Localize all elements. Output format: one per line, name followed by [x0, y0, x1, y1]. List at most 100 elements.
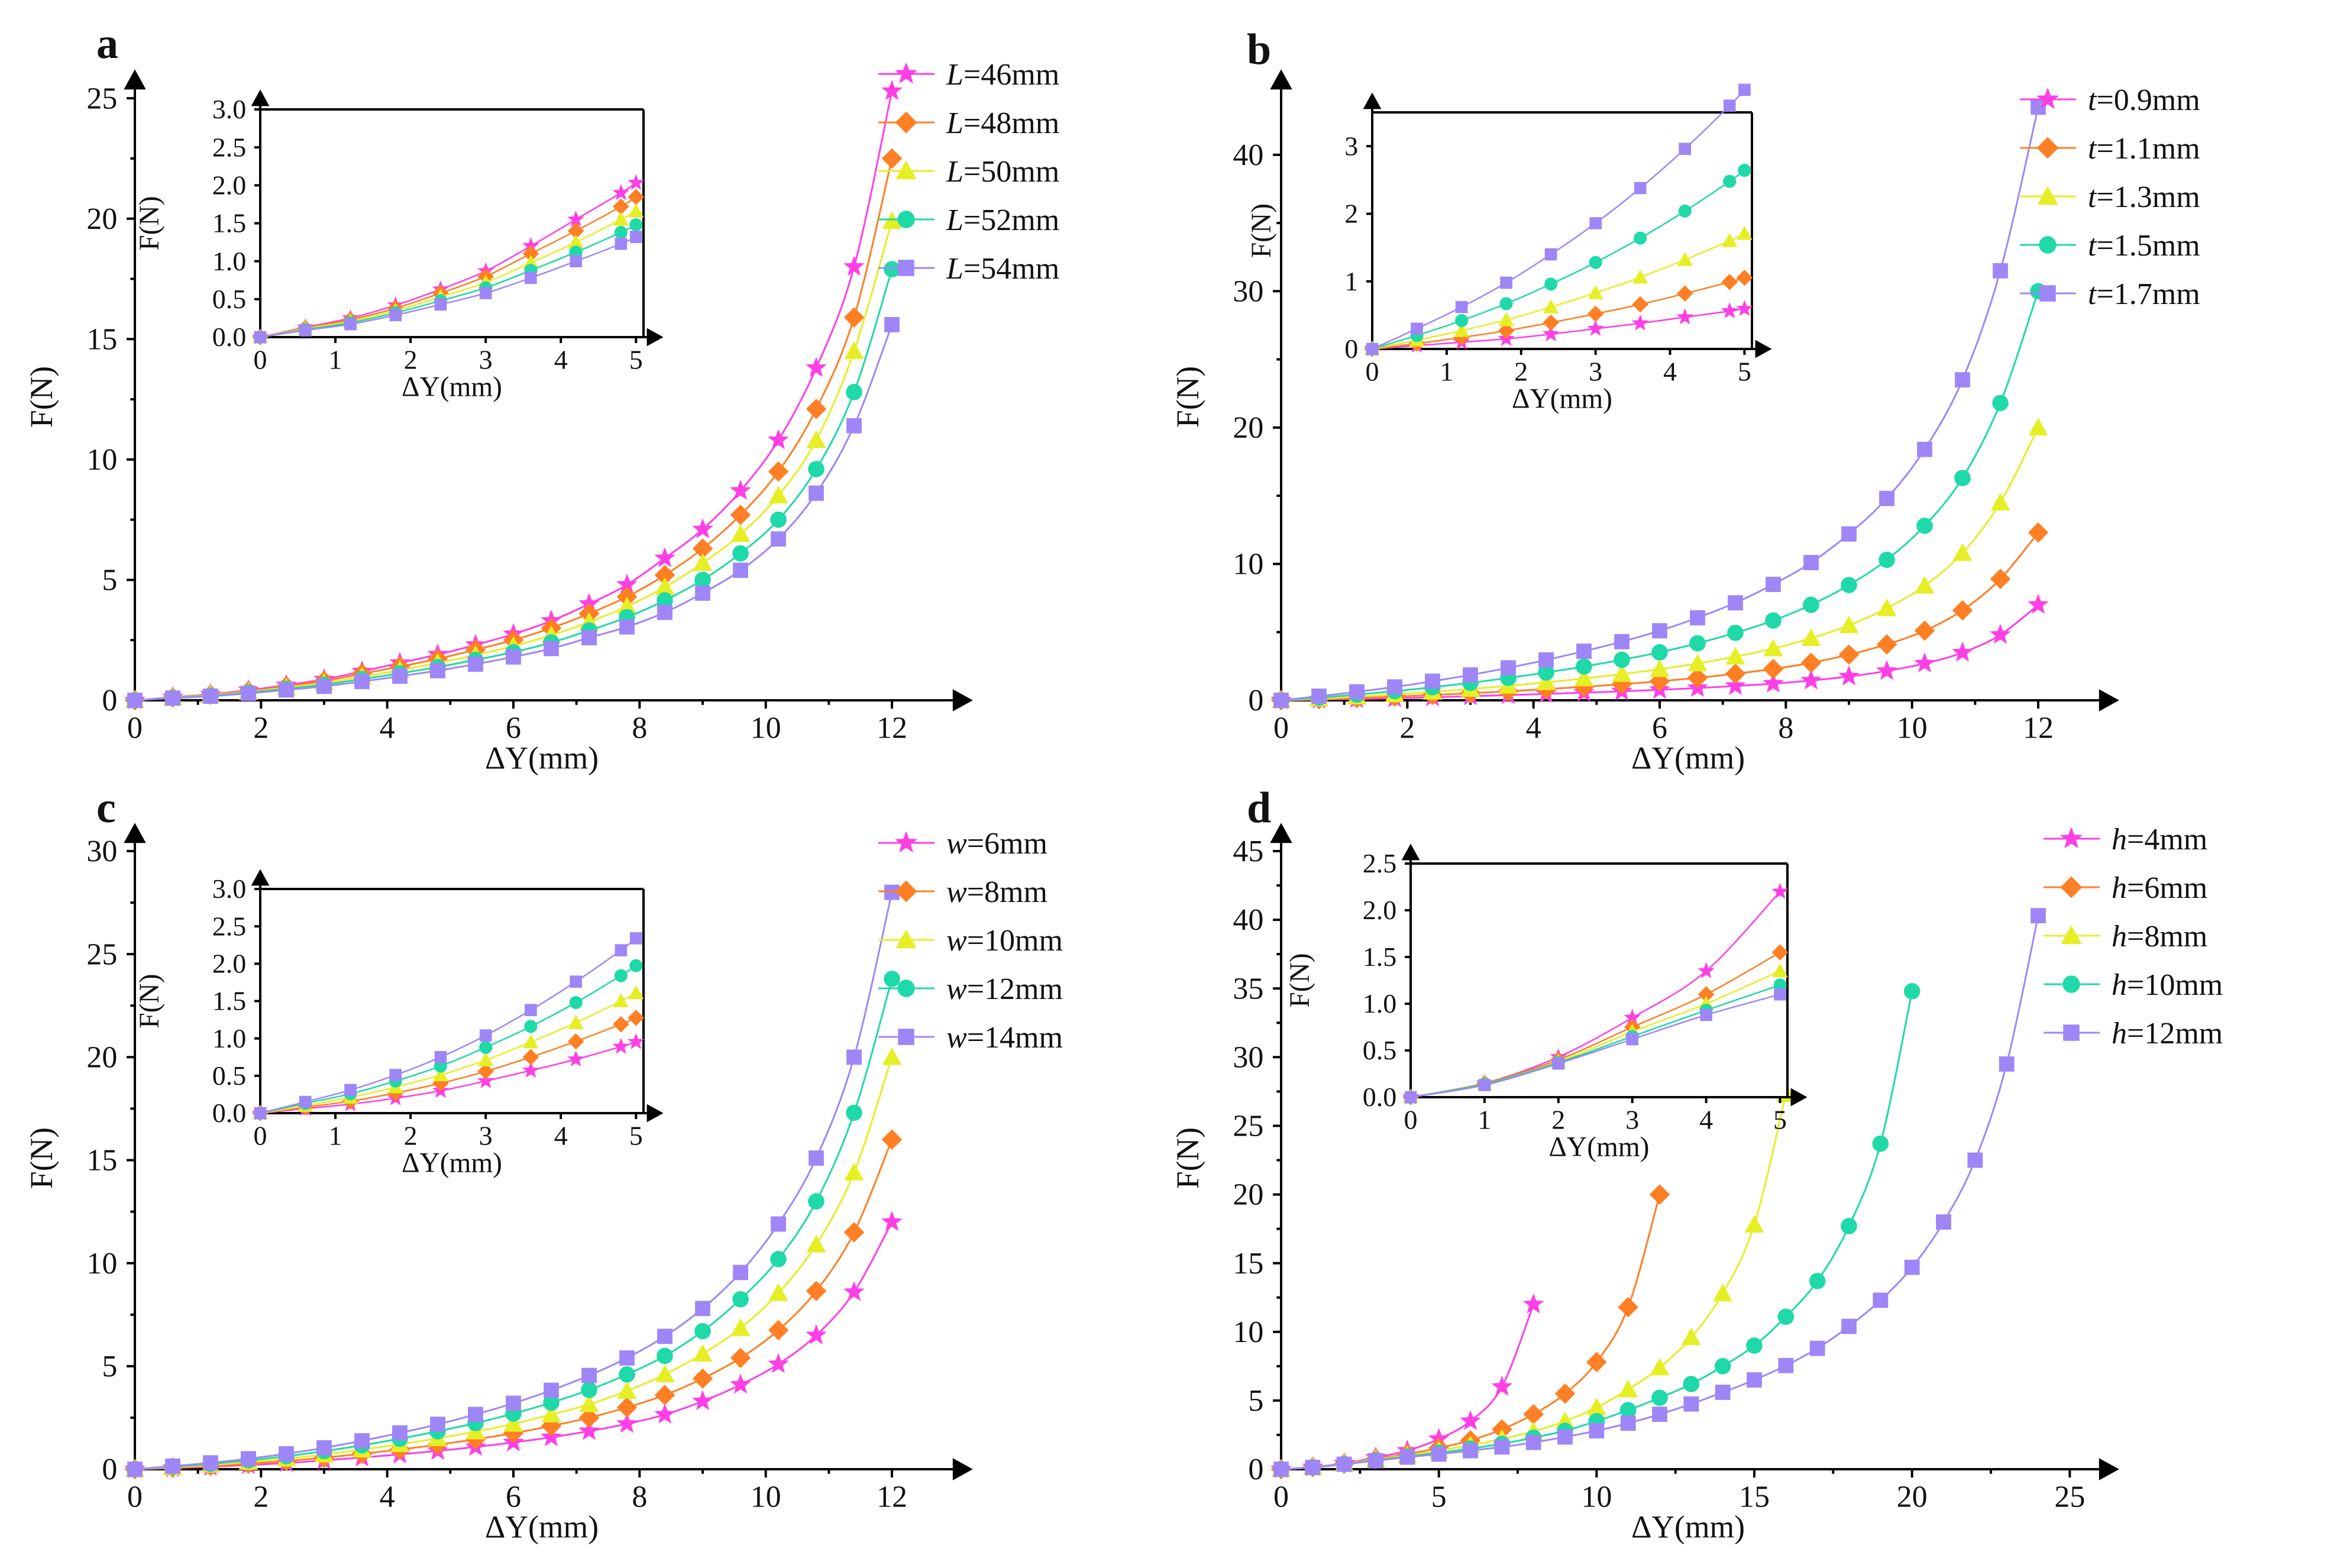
- inset-series-5-point: [525, 1004, 537, 1016]
- legend-value: =46mm: [964, 58, 1059, 92]
- series-5-point: [619, 619, 635, 635]
- series-5-point: [316, 1440, 332, 1456]
- series-1-point: [654, 547, 675, 567]
- series-2-point: [881, 148, 903, 169]
- inset-series-5-point: [1723, 99, 1736, 112]
- x-tick-label: 4: [380, 1480, 395, 1514]
- series-5-point: [619, 1350, 635, 1366]
- y-tick-label: 35: [1233, 972, 1263, 1006]
- inset-series-4-line: [260, 965, 636, 1114]
- inset-series-5-point: [1634, 182, 1647, 195]
- x-tick-label: 12: [2023, 711, 2054, 745]
- y-axis-arrow: [1270, 823, 1292, 843]
- inset-x-tick-label: 3: [1589, 357, 1602, 387]
- series-4-point: [1872, 1135, 1889, 1152]
- inset-series-5-point: [389, 309, 402, 322]
- inset-series-5-point: [344, 1084, 357, 1097]
- series-5-point: [1904, 1259, 1920, 1275]
- series-1-point: [730, 1373, 751, 1394]
- series-5-point: [1778, 1357, 1794, 1373]
- inset-y-tick-label: 0.0: [212, 1098, 247, 1128]
- legend-label: h=8mm: [2112, 920, 2207, 953]
- inset-x-axis-label: ΔY(mm): [1549, 1132, 1650, 1163]
- legend-marker: [2036, 88, 2059, 109]
- series-5-point: [1841, 526, 1857, 542]
- legend-marker: [895, 160, 917, 180]
- series-4-point: [1651, 644, 1668, 661]
- inset-series-3-point: [477, 1052, 494, 1066]
- series-5-point: [165, 690, 180, 706]
- legend-marker: [2061, 925, 2082, 945]
- inset-x-axis-label: ΔY(mm): [402, 1148, 502, 1179]
- inset-series-1-point: [1542, 325, 1560, 341]
- series-5-point: [506, 649, 521, 665]
- inset-series-5-point: [1552, 1057, 1565, 1070]
- series-5-point: [1999, 1056, 2015, 1072]
- inset-series-4-point: [479, 1040, 493, 1054]
- series-3-point: [1839, 615, 1859, 633]
- inset-series-5-line: [260, 937, 637, 1114]
- inset: 0 1 2 3 4 5 0.0 0.5 1.0 1.5 2.0 2.5 ΔY(mm) F(N): [1285, 843, 1808, 1163]
- y-axis-label: F(N): [24, 1127, 59, 1189]
- inset-series-1-point: [1771, 882, 1789, 899]
- inset-y-axis-label: F(N): [1285, 953, 1315, 1007]
- series-5-point: [1349, 684, 1365, 700]
- series-5-point: [1955, 372, 1970, 388]
- y-tick-label: 10: [1233, 1315, 1263, 1349]
- x-tick-label: 12: [877, 711, 907, 745]
- inset-x-axis-arrow: [1755, 340, 1772, 358]
- legend-param: L: [946, 203, 964, 237]
- inset-series-1-line: [1372, 308, 1745, 350]
- y-tick-label: 0: [1248, 684, 1263, 717]
- inset-y-tick-label: 2.0: [212, 949, 247, 979]
- x-tick-label: 0: [127, 711, 143, 745]
- x-tick-label: 25: [2054, 1480, 2085, 1514]
- inset-series-5-point: [629, 231, 642, 243]
- series-1-point: [1491, 1375, 1513, 1396]
- inset-series-2-line: [260, 1017, 636, 1114]
- inset-series-1-point: [1736, 300, 1753, 316]
- inset-series-3-point: [1772, 963, 1788, 978]
- inset-series-3-point: [628, 985, 644, 1000]
- inset-series-5-point: [434, 298, 447, 311]
- series-5-point: [1273, 693, 1289, 708]
- inset-series-4-point: [1544, 277, 1558, 291]
- legend-param: h: [2112, 871, 2127, 905]
- series-4-point: [1538, 664, 1554, 681]
- x-tick-label: 10: [751, 711, 781, 745]
- series-2-point: [654, 565, 675, 586]
- series-2-point: [1523, 1404, 1544, 1425]
- legend-param: w: [946, 924, 967, 958]
- inset-series-3-point: [1498, 312, 1514, 326]
- series-4-point: [1683, 1376, 1700, 1392]
- series-3-point: [503, 1414, 523, 1432]
- inset-x-tick-label: 5: [1773, 1105, 1787, 1135]
- legend-label: L=50mm: [946, 155, 1059, 189]
- legend-marker: [895, 929, 917, 949]
- series-2-point: [730, 505, 751, 525]
- series-4-point: [657, 1347, 673, 1365]
- legend-marker: [2063, 1024, 2080, 1041]
- inset-series-3-line: [260, 992, 636, 1114]
- series-1-point: [654, 1403, 675, 1424]
- series-2-line: [134, 1139, 893, 1470]
- series-1-point: [1990, 623, 2011, 644]
- series-3-point: [882, 1047, 902, 1065]
- inset-series-1-point: [1587, 319, 1604, 336]
- series-1-point: [692, 518, 713, 539]
- panel-label: d: [1247, 784, 1271, 832]
- series-5-point: [1336, 1456, 1352, 1472]
- series-5-point: [809, 1150, 824, 1166]
- x-tick-label: 2: [253, 1480, 269, 1514]
- series-4-point: [1727, 625, 1744, 641]
- series-4-point: [1619, 1402, 1637, 1418]
- inset-x-tick-label: 0: [254, 1121, 267, 1151]
- inset-x-axis-label: ΔY(mm): [1512, 384, 1612, 415]
- series-4-line: [134, 269, 893, 701]
- inset-series-1-point: [567, 1050, 584, 1067]
- y-axis-label: F(N): [24, 366, 59, 428]
- series-1-point: [616, 573, 638, 594]
- series-3-point: [1952, 543, 1973, 561]
- inset-series-4-point: [569, 995, 583, 1010]
